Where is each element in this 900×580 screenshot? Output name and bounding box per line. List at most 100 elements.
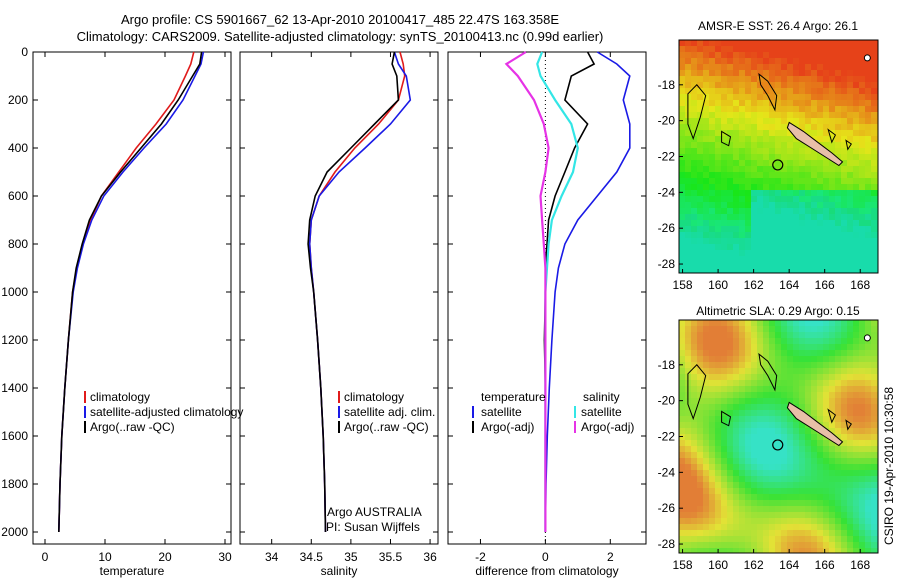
map-cell [841, 88, 848, 95]
map-cell [835, 356, 842, 363]
map-cell [811, 464, 818, 471]
map-cell [817, 196, 824, 203]
map-cell [799, 512, 806, 519]
map-cell [685, 190, 692, 197]
map-cell [721, 446, 728, 453]
map-cell [805, 362, 812, 369]
map-cell [763, 518, 770, 525]
map-cell [829, 178, 836, 185]
map-cell [745, 464, 752, 471]
map-cell [793, 428, 800, 435]
map-cell [751, 470, 758, 477]
map-cell [835, 250, 842, 257]
map-cell [745, 190, 752, 197]
map-cell [769, 344, 776, 351]
map-cell [847, 202, 854, 209]
map-cell [817, 220, 824, 227]
map-cell [817, 548, 824, 553]
map-cell [679, 196, 686, 203]
map-cell [835, 524, 842, 531]
map-cell [793, 344, 800, 351]
map-cell [871, 410, 878, 417]
map-cell [835, 232, 842, 239]
map-cell [697, 46, 704, 53]
map-cell [733, 536, 740, 543]
legend-label-argo-sal: Argo(-adj) [581, 420, 634, 434]
map-cell [835, 238, 842, 245]
map-cell [811, 226, 818, 233]
map-cell [769, 524, 776, 531]
map-cell [745, 488, 752, 495]
map-cell [787, 190, 794, 197]
map-cell [751, 398, 758, 405]
map-cell [763, 244, 770, 251]
map-cell [709, 530, 716, 537]
map-cell [805, 530, 812, 537]
map-cell [733, 76, 740, 83]
map-cell [793, 100, 800, 107]
map-cell [697, 398, 704, 405]
annotation-agency: Argo AUSTRALIA [327, 505, 422, 519]
map-cell [721, 208, 728, 215]
map-cell [823, 244, 830, 251]
map-cell [781, 76, 788, 83]
map-cell [799, 220, 806, 227]
map-cell [709, 452, 716, 459]
map-cell [871, 458, 878, 465]
map-cell [841, 52, 848, 59]
map-cell [733, 452, 740, 459]
map-cell [805, 320, 812, 327]
map-cell [865, 548, 872, 553]
map-cell [811, 476, 818, 483]
map-cell [853, 64, 860, 71]
map-cell [805, 398, 812, 405]
map-cell [733, 196, 740, 203]
map-cell [739, 440, 746, 447]
map-cell [727, 494, 734, 501]
map-cell [679, 320, 686, 327]
map-cell [709, 136, 716, 143]
map-cell [841, 208, 848, 215]
map-cell [751, 244, 758, 251]
map-cell [703, 404, 710, 411]
map-cell [775, 196, 782, 203]
map-cell [757, 184, 764, 191]
map-cell [805, 58, 812, 65]
map-cell [805, 440, 812, 447]
map-cell [865, 470, 872, 477]
map-cell [805, 332, 812, 339]
map-cell [679, 244, 686, 251]
map-cell [769, 326, 776, 333]
map-cell [763, 344, 770, 351]
map-cell [781, 46, 788, 53]
map-cell [859, 344, 866, 351]
map-cell [769, 488, 776, 495]
map-cell [739, 494, 746, 501]
map-cell [709, 52, 716, 59]
map-cell [805, 88, 812, 95]
map-cell [775, 76, 782, 83]
map-cell [769, 548, 776, 553]
map-cell [841, 470, 848, 477]
map-cell [829, 88, 836, 95]
map-cell [781, 256, 788, 263]
map-cell [709, 160, 716, 167]
map-cell [835, 320, 842, 327]
map-cell [781, 70, 788, 77]
map-cell [775, 94, 782, 101]
map-cell [691, 416, 698, 423]
map-cell [793, 178, 800, 185]
map-cell [715, 350, 722, 357]
map-cell [805, 464, 812, 471]
map-cell [751, 362, 758, 369]
map-cell [835, 124, 842, 131]
map-cell [865, 404, 872, 411]
map-cell [709, 268, 716, 273]
map-cell [769, 380, 776, 387]
map-cell [691, 518, 698, 525]
map-cell [739, 404, 746, 411]
map-cell [697, 428, 704, 435]
map-cell [697, 82, 704, 89]
map-cell [871, 76, 878, 83]
map-cell [859, 488, 866, 495]
